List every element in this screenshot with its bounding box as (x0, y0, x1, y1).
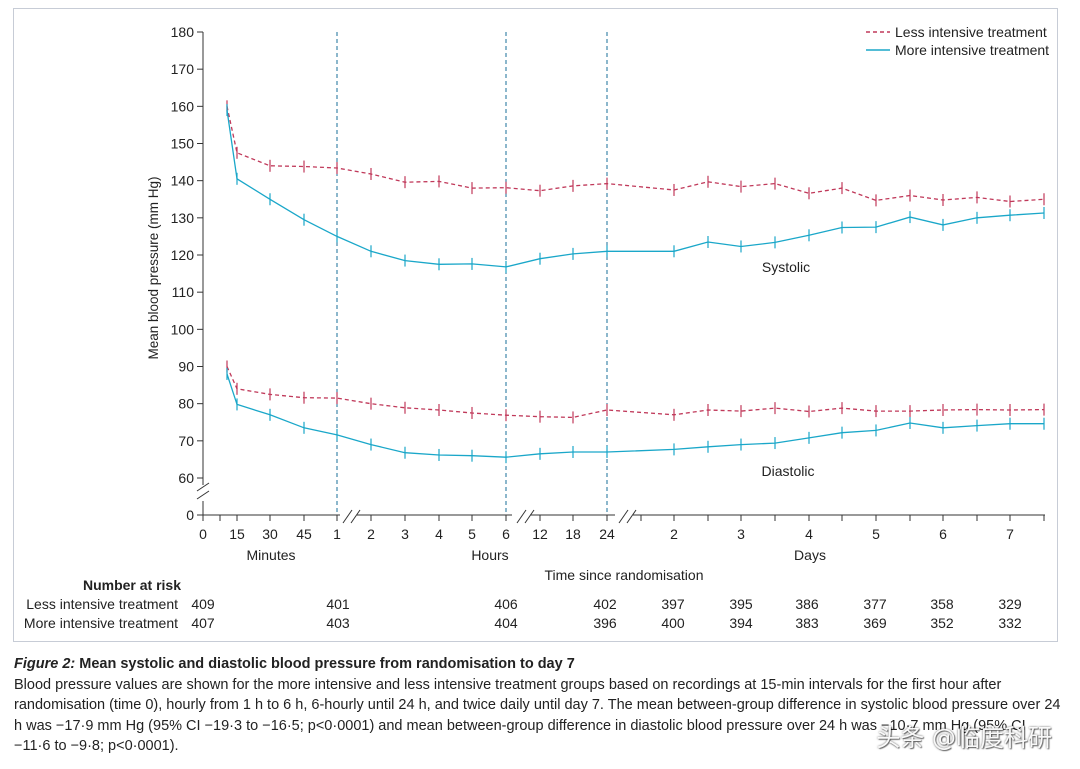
risk-table-cell: 383 (795, 615, 819, 631)
series-line (226, 110, 1045, 268)
x-group-label: Days (794, 547, 826, 563)
x-axis-break-mark (618, 509, 629, 524)
x-tick-label: 4 (435, 526, 443, 542)
blood-pressure-chart: 060708090100110120130140150160170180Mean… (24, 24, 1049, 631)
diastolic-annotation: Diastolic (762, 463, 815, 479)
figure-caption: Figure 2: Mean systolic and diastolic bl… (14, 654, 1064, 757)
risk-table-cell: 403 (326, 615, 350, 631)
y-tick-label: 180 (171, 24, 195, 40)
caption-title: Figure 2: Mean systolic and diastolic bl… (14, 654, 1064, 675)
x-group-label: Hours (471, 547, 508, 563)
series-line (226, 373, 1044, 458)
y-tick-label: 60 (178, 470, 194, 486)
systolic-annotation: Systolic (762, 259, 810, 275)
x-tick-label: 7 (1006, 526, 1014, 542)
series-diastolic-less-intensive (226, 360, 1045, 424)
risk-table-cell: 358 (930, 596, 954, 612)
risk-table-cell: 409 (191, 596, 215, 612)
x-axis-break-mark (350, 509, 361, 524)
y-tick-label: 150 (171, 136, 195, 152)
risk-table-row-label: Less intensive treatment (26, 596, 178, 612)
y-tick-label: 90 (178, 359, 194, 375)
y-tick-label: 100 (171, 321, 195, 337)
risk-table-cell: 401 (326, 596, 350, 612)
risk-table-cell: 377 (863, 596, 887, 612)
x-tick-label: 3 (737, 526, 745, 542)
caption-text: Blood pressure values are shown for the … (14, 676, 1061, 755)
y-tick-label: 120 (171, 247, 195, 263)
x-tick-label: 30 (262, 526, 278, 542)
series-line (226, 106, 1045, 203)
watermark: 头条 @临度科研 (876, 724, 1052, 752)
series-line (226, 366, 1045, 419)
risk-table-cell: 404 (494, 615, 518, 631)
x-tick-label: 2 (367, 526, 375, 542)
x-tick-label: 15 (229, 526, 245, 542)
x-tick-label: 5 (468, 526, 476, 542)
x-tick-label: 24 (599, 526, 615, 542)
x-axis-break-mark (342, 509, 353, 524)
legend: Less intensive treatment More intensive t… (866, 24, 1049, 58)
y-axis-label: Mean blood pressure (mm Hg) (146, 176, 161, 359)
x-tick-label: 6 (939, 526, 947, 542)
risk-table-cell: 332 (998, 615, 1022, 631)
y-axis-break-mark (196, 482, 210, 492)
caption-title-text: Mean systolic and diastolic blood pressu… (75, 656, 575, 672)
x-tick-label: 3 (401, 526, 409, 542)
y-tick-label: 130 (171, 210, 195, 226)
y-tick-label: 70 (178, 433, 194, 449)
x-group-label: Minutes (246, 547, 295, 563)
figure-frame (13, 8, 1058, 642)
x-tick-label: 4 (805, 526, 813, 542)
series-systolic-less-intensive (226, 100, 1045, 208)
risk-table-cell: 396 (593, 615, 617, 631)
x-tick-label: 2 (670, 526, 678, 542)
risk-table-row-label: More intensive treatment (24, 615, 178, 631)
risk-table-cell: 407 (191, 615, 215, 631)
y-tick-label: 80 (178, 396, 194, 412)
series-diastolic-more-intensive (226, 367, 1045, 464)
x-tick-label: 6 (502, 526, 510, 542)
y-tick-label: 0 (186, 507, 194, 523)
risk-table-cell: 352 (930, 615, 954, 631)
x-tick-label: 1 (333, 526, 341, 542)
y-tick-label: 170 (171, 61, 195, 77)
x-axis-break-mark (524, 509, 535, 524)
risk-table-cell: 369 (863, 615, 887, 631)
series-systolic-more-intensive (226, 104, 1045, 273)
legend-label: Less intensive treatment (895, 24, 1047, 40)
risk-table-cell: 397 (661, 596, 685, 612)
risk-table-title: Number at risk (83, 577, 181, 593)
risk-table-cell: 329 (998, 596, 1022, 612)
x-tick-label: 5 (872, 526, 880, 542)
x-tick-label: 45 (296, 526, 312, 542)
x-tick-label: 0 (199, 526, 207, 542)
x-tick-label: 12 (532, 526, 548, 542)
y-tick-label: 140 (171, 173, 195, 189)
risk-table-cell: 402 (593, 596, 617, 612)
y-tick-label: 160 (171, 98, 195, 114)
risk-table-cell: 406 (494, 596, 518, 612)
x-axis-break-mark (516, 509, 527, 524)
risk-table-cell: 394 (729, 615, 753, 631)
risk-table-cell: 386 (795, 596, 819, 612)
y-tick-label: 110 (172, 284, 195, 300)
y-axis-break-mark (196, 490, 210, 500)
x-axis-label: Time since randomisation (545, 567, 704, 583)
caption-label: Figure 2: (14, 656, 76, 672)
risk-table-cell: 395 (729, 596, 753, 612)
x-axis-break-mark (626, 509, 637, 524)
x-tick-label: 18 (565, 526, 581, 542)
legend-label: More intensive treatment (895, 42, 1049, 58)
risk-table-cell: 400 (661, 615, 685, 631)
